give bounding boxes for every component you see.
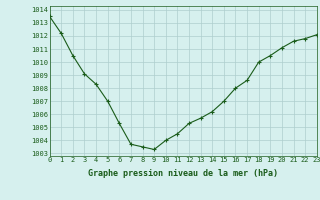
X-axis label: Graphe pression niveau de la mer (hPa): Graphe pression niveau de la mer (hPa) <box>88 169 278 178</box>
